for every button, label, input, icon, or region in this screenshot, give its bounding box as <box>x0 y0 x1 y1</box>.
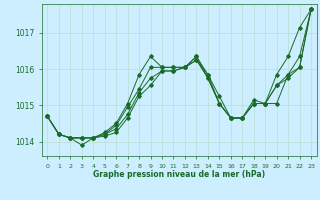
X-axis label: Graphe pression niveau de la mer (hPa): Graphe pression niveau de la mer (hPa) <box>93 170 265 179</box>
